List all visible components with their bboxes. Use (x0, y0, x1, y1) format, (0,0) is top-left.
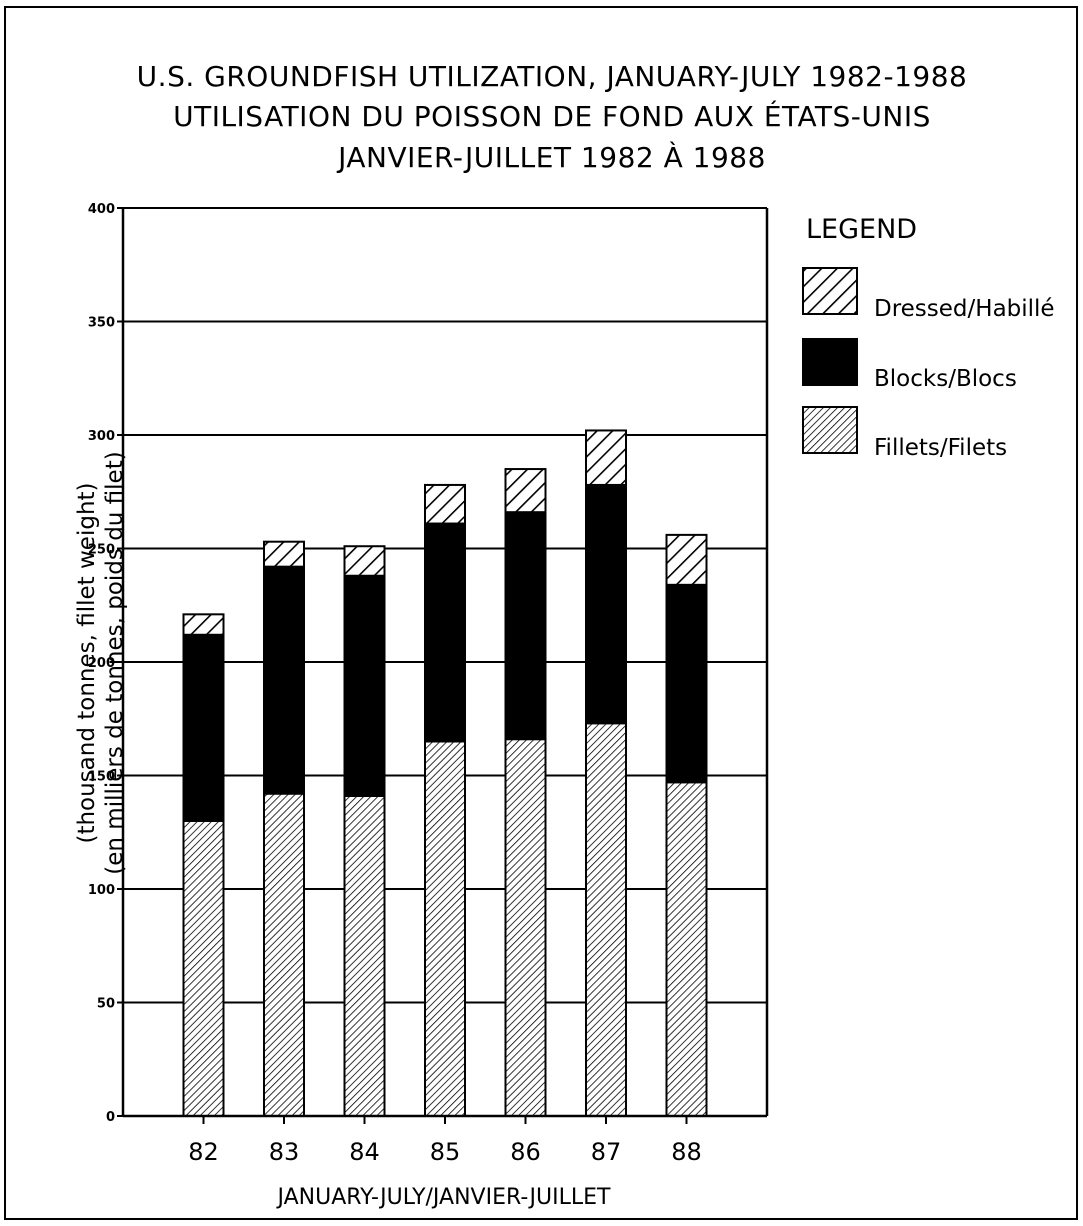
legend-label-dressed: Dressed/Habillé (874, 296, 1055, 322)
y-axis-label-line-1: (thousand tonnes, fillet weight) (74, 482, 100, 843)
bar-fillets-86 (504, 738, 547, 1117)
legend-swatch-fillets (802, 406, 858, 454)
x-tick-labels: 82 83 84 85 86 87 88 (188, 1138, 702, 1166)
chart-title: U.S. GROUNDFISH UTILIZATION, JANUARY-JUL… (137, 60, 968, 174)
bar-dressed-82 (182, 613, 225, 636)
x-tick-label-87: 87 (591, 1138, 622, 1166)
y-tick-label-100: 100 (88, 883, 115, 898)
y-tick-label-200: 200 (88, 656, 115, 671)
chart-frame (4, 6, 1078, 1220)
legend-swatch-dressed (802, 267, 858, 315)
legend-label-blocks: Blocks/Blocs (874, 366, 1017, 392)
bar-fillets-87 (585, 722, 627, 1117)
y-tick-label-250: 250 (88, 543, 115, 558)
y-tick-label-150: 150 (88, 770, 115, 785)
bar-blocks-83 (263, 565, 305, 795)
bar-blocks-88 (665, 583, 708, 784)
bar-dressed-85 (424, 483, 466, 525)
y-tick-label-350: 350 (88, 316, 115, 331)
bar-blocks-87 (585, 483, 627, 725)
x-tick-label-88: 88 (671, 1138, 702, 1166)
title-line-3: JANVIER-JUILLET 1982 À 1988 (336, 140, 766, 174)
legend: LEGEND Dressed/Habillé Blocks/Blocs Fill… (802, 214, 1055, 461)
bar-blocks-84 (343, 574, 386, 797)
x-tick-label-85: 85 (430, 1138, 461, 1166)
bar-dressed-84 (343, 545, 386, 577)
y-tick-label-400: 400 (88, 202, 115, 217)
bar-dressed-86 (504, 468, 547, 514)
legend-swatch-blocks (802, 338, 858, 386)
y-tick-label-0: 0 (106, 1110, 115, 1125)
bar-dressed-88 (665, 533, 708, 586)
bar-fillets-82 (182, 819, 225, 1118)
axes (117, 207, 769, 1124)
bar-fillets-85 (424, 740, 466, 1117)
bar-fillets-88 (665, 781, 708, 1117)
legend-title: LEGEND (806, 214, 917, 245)
bar-blocks-85 (424, 522, 466, 743)
x-axis-label: JANUARY-JULY/JANVIER-JUILLET (276, 1185, 612, 1210)
legend-label-fillets: Fillets/Filets (874, 435, 1007, 461)
bars (182, 429, 708, 1118)
y-tick-labels: 0 50 100 150 200 250 300 350 400 (88, 202, 115, 1125)
x-tick-label-82: 82 (188, 1138, 219, 1166)
title-line-2: UTILISATION DU POISSON DE FOND AUX ÉTATS… (173, 99, 931, 133)
x-tick-label-86: 86 (510, 1138, 541, 1166)
y-tick-label-50: 50 (97, 997, 115, 1012)
bar-fillets-83 (263, 792, 305, 1117)
bar-blocks-86 (504, 511, 547, 741)
bar-blocks-82 (182, 633, 225, 822)
bar-dressed-87 (585, 429, 627, 486)
x-tick-label-83: 83 (269, 1138, 300, 1166)
bar-fillets-84 (343, 794, 386, 1117)
title-line-1: U.S. GROUNDFISH UTILIZATION, JANUARY-JUL… (137, 60, 968, 93)
y-tick-label-300: 300 (88, 429, 115, 444)
x-tick-label-84: 84 (349, 1138, 380, 1166)
bar-dressed-83 (263, 540, 305, 568)
